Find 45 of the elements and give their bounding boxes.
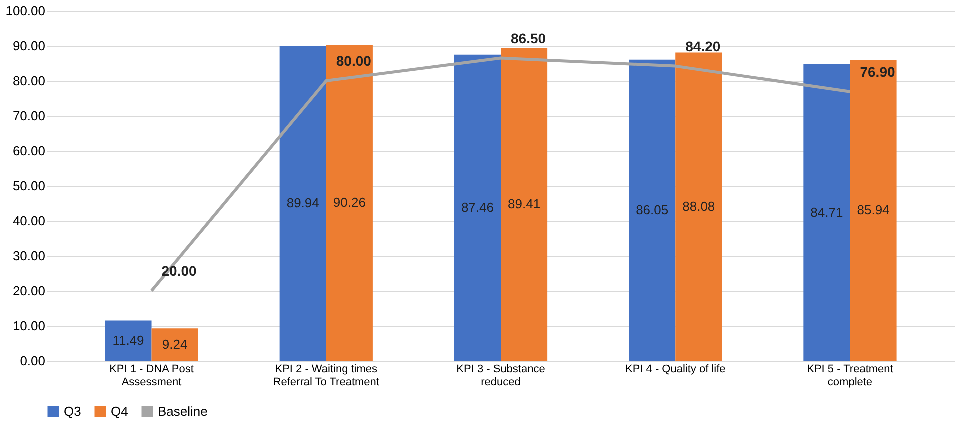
data-label: 85.94 (857, 202, 890, 218)
y-tick-label: 60.00 (12, 144, 46, 158)
data-label: 84.71 (810, 204, 844, 220)
data-label: 11.49 (112, 332, 144, 348)
data-label: 80.00 (336, 53, 372, 69)
legend-label: Baseline (158, 404, 208, 419)
legend-label: Q4 (111, 404, 128, 419)
line-series (150, 56, 852, 292)
bar (850, 60, 897, 361)
bar (676, 52, 722, 361)
data-label: 87.46 (461, 200, 494, 215)
x-tick-label: KPI 4 - Quality of life (625, 364, 726, 376)
y-tick-label: 30.00 (12, 248, 46, 264)
x-tick-label: KPI 2 - Waiting times Referral To Treatment (273, 364, 380, 388)
data-label: 84.20 (686, 38, 721, 54)
x-tick-label: KPI 3 - Substance reduced (456, 364, 546, 388)
x-tick-label: KPI 5 - Treatment complete (807, 364, 894, 388)
x-tick-label: KPI 1 - DNA Post Assessment (110, 364, 194, 388)
y-tick-label: 40.00 (12, 214, 46, 228)
y-tick-label: 70.00 (12, 108, 46, 124)
y-tick-label: 50.00 (12, 178, 46, 194)
y-tick-label: 100.00 (6, 4, 46, 18)
bar (804, 64, 850, 361)
data-label: 86.05 (636, 202, 669, 218)
data-label: 88.08 (682, 198, 716, 214)
data-label: 20.00 (162, 263, 198, 279)
data-label: 76.90 (860, 64, 896, 80)
data-label: 89.41 (508, 196, 541, 212)
bar (152, 328, 198, 361)
y-tick-label: 90.00 (12, 38, 46, 54)
legend-label: Q3 (64, 404, 82, 419)
bar (501, 48, 548, 361)
y-tick-label: 10.00 (12, 318, 46, 334)
y-tick-label: 80.00 (12, 74, 46, 88)
bar (280, 46, 326, 361)
y-tick-label: 0.00 (20, 354, 46, 368)
data-label: 90.26 (333, 195, 366, 210)
data-label: 86.50 (511, 30, 546, 46)
bar (326, 45, 373, 361)
y-tick-label: 20.00 (12, 284, 46, 298)
data-label: 89.94 (286, 196, 320, 211)
data-label: 9.24 (162, 336, 188, 352)
bar (629, 60, 676, 361)
bar (105, 320, 152, 361)
bar (454, 54, 501, 361)
